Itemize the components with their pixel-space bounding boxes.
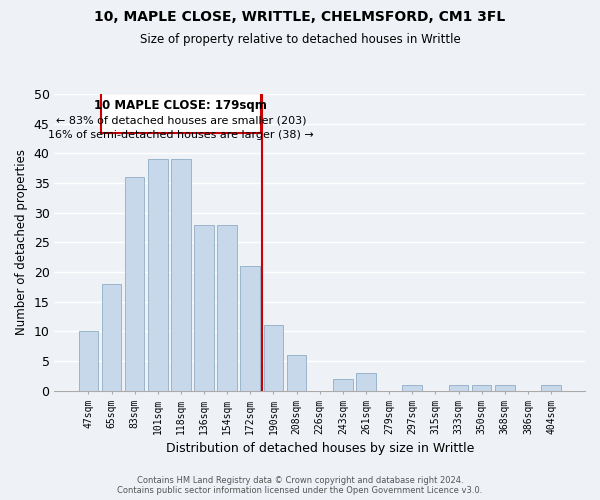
Bar xyxy=(449,385,469,391)
Text: ← 83% of detached houses are smaller (203): ← 83% of detached houses are smaller (20… xyxy=(56,116,306,126)
Bar xyxy=(194,224,214,391)
Text: Size of property relative to detached houses in Writtle: Size of property relative to detached ho… xyxy=(140,32,460,46)
Bar xyxy=(125,177,145,391)
Y-axis label: Number of detached properties: Number of detached properties xyxy=(15,150,28,336)
Bar xyxy=(79,332,98,391)
X-axis label: Distribution of detached houses by size in Writtle: Distribution of detached houses by size … xyxy=(166,442,474,455)
Bar xyxy=(217,224,237,391)
Bar xyxy=(171,160,191,391)
Text: 10 MAPLE CLOSE: 179sqm: 10 MAPLE CLOSE: 179sqm xyxy=(94,98,268,112)
Text: Contains HM Land Registry data © Crown copyright and database right 2024.
Contai: Contains HM Land Registry data © Crown c… xyxy=(118,476,482,495)
Bar xyxy=(241,266,260,391)
Bar xyxy=(495,385,515,391)
Bar xyxy=(287,355,307,391)
Bar xyxy=(356,373,376,391)
Bar xyxy=(472,385,491,391)
Text: 10, MAPLE CLOSE, WRITTLE, CHELMSFORD, CM1 3FL: 10, MAPLE CLOSE, WRITTLE, CHELMSFORD, CM… xyxy=(94,10,506,24)
FancyBboxPatch shape xyxy=(101,93,261,132)
Bar xyxy=(333,379,353,391)
Bar xyxy=(263,326,283,391)
Bar xyxy=(148,160,167,391)
Bar xyxy=(101,284,121,391)
Text: 16% of semi-detached houses are larger (38) →: 16% of semi-detached houses are larger (… xyxy=(48,130,314,140)
Bar xyxy=(541,385,561,391)
Bar xyxy=(403,385,422,391)
